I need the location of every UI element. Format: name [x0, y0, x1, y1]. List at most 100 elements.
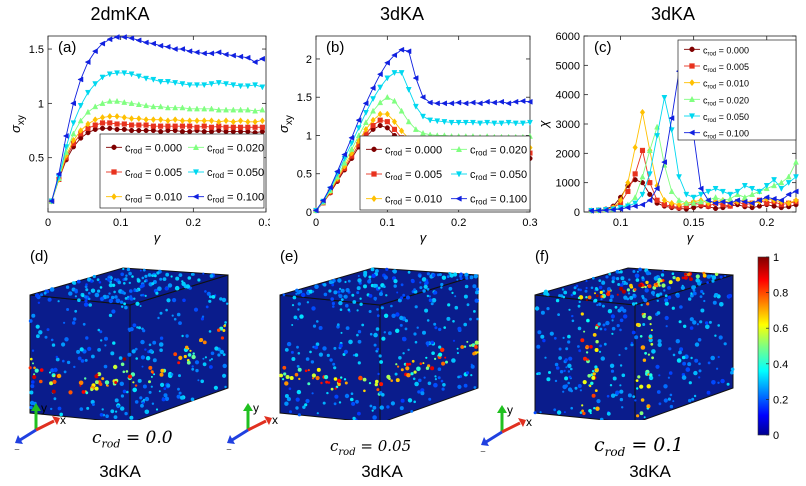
- hotspot: [474, 345, 478, 349]
- hotspot: [723, 342, 727, 346]
- hotspot: [141, 293, 145, 297]
- hotspot: [651, 349, 656, 354]
- hotspot: [375, 327, 380, 331]
- hotspot: [693, 394, 697, 398]
- hotspot: [328, 289, 332, 293]
- hotspot: [221, 297, 227, 303]
- hotspot: [139, 396, 143, 400]
- data-point: [164, 104, 171, 111]
- hotspot: [460, 345, 465, 349]
- data-point: [654, 133, 661, 140]
- hotspot: [390, 379, 393, 382]
- x-axis-label: γ: [687, 230, 695, 245]
- hotspot: [394, 372, 398, 376]
- hotspot: [594, 287, 598, 290]
- data-point: [771, 203, 777, 209]
- hotspot: [357, 275, 360, 277]
- hotspot: [708, 320, 712, 324]
- data-point: [587, 207, 594, 214]
- hotspot: [555, 298, 560, 303]
- hotspot: [116, 404, 120, 409]
- hotspot: [286, 397, 291, 402]
- hotspot: [595, 294, 599, 298]
- hotspot: [630, 341, 633, 344]
- hotspot: [355, 399, 359, 404]
- data-point: [252, 124, 258, 130]
- hotspot: [224, 321, 227, 324]
- y-axis-label: σxy: [8, 115, 27, 133]
- legend-label-sub: rod: [213, 146, 225, 155]
- y-axis-label: y: [253, 401, 259, 415]
- data-point: [223, 106, 229, 113]
- hotspot: [696, 323, 699, 326]
- hotspot: [371, 273, 376, 278]
- hotspot: [113, 278, 117, 281]
- hotspot: [155, 291, 159, 295]
- hotspot: [595, 326, 599, 330]
- hotspot: [334, 387, 337, 390]
- data-point: [498, 98, 505, 105]
- data-point: [114, 97, 120, 104]
- hotspot: [681, 276, 685, 280]
- hotspot: [607, 287, 611, 291]
- hotspot: [583, 356, 587, 361]
- hotspot: [447, 303, 451, 307]
- hotspot: [553, 336, 557, 340]
- hotspot: [391, 313, 396, 318]
- hotspot: [108, 283, 113, 288]
- label-e: (e): [280, 248, 299, 265]
- legend-item: crod = 0.000: [106, 142, 182, 155]
- data-point: [491, 120, 498, 127]
- title-c: 3dKA: [650, 4, 696, 24]
- hotspot: [40, 293, 44, 297]
- hotspot: [595, 406, 600, 411]
- hotspot: [126, 267, 131, 272]
- y-axis-label-sub: xy: [284, 115, 295, 125]
- data-point: [186, 48, 193, 55]
- hotspot: [711, 275, 717, 280]
- hotspot: [91, 403, 95, 406]
- x-axis-arrow: [35, 419, 55, 432]
- hotspot: [667, 376, 670, 379]
- hotspot: [296, 365, 300, 368]
- legend-label-sub: rod: [476, 198, 488, 207]
- hotspot: [549, 331, 554, 336]
- data-point: [433, 100, 440, 107]
- hotspot: [338, 401, 342, 404]
- hotspot: [577, 345, 580, 348]
- hotspot: [352, 300, 357, 304]
- hotspot: [90, 288, 96, 293]
- hotspot: [142, 329, 146, 333]
- hotspot: [130, 372, 136, 377]
- hotspot: [183, 354, 187, 359]
- x-axis-head: [52, 416, 60, 425]
- data-point: [251, 59, 258, 66]
- hotspot: [465, 371, 470, 375]
- data-point: [631, 203, 638, 210]
- data-point: [712, 194, 719, 200]
- data-point: [595, 207, 602, 214]
- legend-label-value: = 0.020: [487, 144, 527, 156]
- hotspot: [160, 368, 165, 373]
- hotspot: [668, 347, 672, 351]
- data-point: [646, 147, 653, 153]
- hotspot: [324, 375, 329, 380]
- data-point: [609, 206, 616, 213]
- hotspot: [49, 287, 55, 292]
- hotspot: [386, 374, 391, 379]
- hotspot: [635, 379, 639, 382]
- legend-marker: [371, 146, 377, 152]
- data-point: [391, 97, 398, 104]
- data-point: [512, 120, 519, 127]
- data-point: [85, 108, 91, 115]
- data-point: [158, 116, 164, 124]
- hotspot: [592, 372, 596, 376]
- hotspot: [426, 319, 430, 322]
- data-point: [793, 196, 799, 204]
- data-point: [92, 122, 98, 128]
- data-point: [91, 48, 98, 55]
- data-point: [237, 53, 244, 60]
- data-point: [164, 43, 171, 50]
- data-point: [756, 188, 763, 195]
